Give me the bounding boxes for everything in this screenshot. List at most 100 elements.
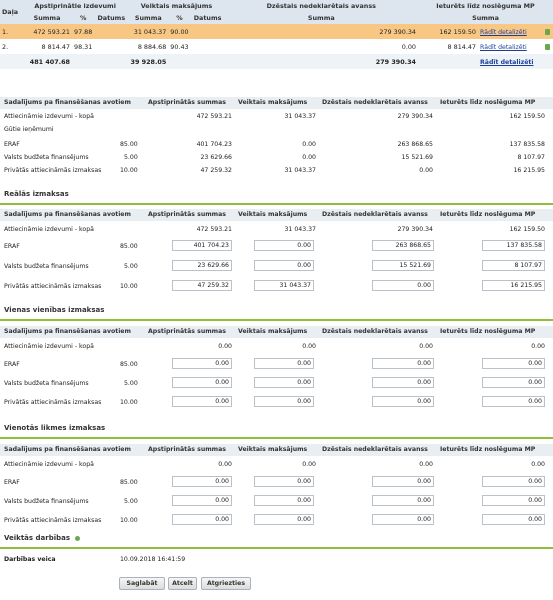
- header-apstip: Apstiprinātās summas: [148, 211, 226, 218]
- header-ieturets: Ieturēts līdz noslēguma MP: [440, 99, 536, 106]
- save-button[interactable]: Saglabāt: [119, 577, 165, 590]
- show-details-link[interactable]: Rādīt detalizēti: [480, 43, 527, 51]
- edit-icon[interactable]: [544, 28, 550, 35]
- header-ieturets: Ieturēts līdz noslēguma MP: [440, 328, 536, 335]
- amount-input[interactable]: 137 835.58: [482, 240, 545, 251]
- amount-input[interactable]: 31 043.37: [254, 280, 314, 291]
- section-title: Reālās izmaksas: [4, 190, 69, 198]
- col-ieturets: Ieturēts līdz noslēguma MP: [436, 2, 535, 10]
- value: 31 043.37: [284, 226, 317, 233]
- amount-input[interactable]: 15 521.69: [372, 260, 434, 271]
- amount-input[interactable]: 0.00: [254, 358, 314, 369]
- label-gutie: Gūtie ieņēmumi: [4, 126, 54, 133]
- row-apst: 8 814.47: [41, 42, 70, 51]
- amount-input[interactable]: 0.00: [372, 476, 434, 487]
- label-attiec: Attiecināmie izdevumi - kopā: [4, 343, 94, 350]
- amount-input[interactable]: 0.00: [372, 495, 434, 506]
- row-apst: 472 593.21: [33, 27, 70, 36]
- amount-input[interactable]: 0.00: [254, 240, 314, 251]
- table-header: Sadalījums pa finansēšanas avotiem Apsti…: [0, 326, 553, 338]
- header-veiktais: Veiktais maksājums: [238, 211, 308, 218]
- label-valsts: Valsts budžeta finansējums: [4, 380, 89, 387]
- amount-input[interactable]: 0.00: [254, 377, 314, 388]
- info-icon[interactable]: [75, 535, 81, 541]
- amount-input[interactable]: 0.00: [482, 476, 545, 487]
- value: 0.00: [531, 461, 545, 468]
- amount-input[interactable]: 0.00: [482, 396, 545, 407]
- label-attiec: Attiecināmie izdevumi - kopā: [4, 226, 94, 233]
- section-title: Vienotās likmes izmaksas: [4, 424, 106, 432]
- sub-datums: Datums: [193, 14, 222, 22]
- row-dz: 279 390.34: [379, 27, 416, 36]
- section-title: Vienas vienības izmaksas: [4, 306, 105, 314]
- sub-summa: Summa: [134, 14, 162, 22]
- amount-input[interactable]: 0.00: [254, 476, 314, 487]
- row-dz: 0.00: [401, 42, 416, 51]
- amount-input[interactable]: 0.00: [482, 514, 545, 525]
- show-details-link[interactable]: Rādīt detalizēti: [480, 28, 527, 36]
- value: 31 043.37: [284, 113, 317, 120]
- edit-icon[interactable]: [544, 43, 550, 50]
- back-button[interactable]: Atgriezties: [201, 577, 251, 590]
- value: 0.00: [302, 343, 316, 350]
- value: 137 835.58: [509, 141, 545, 148]
- total-apst: 481 407.68: [29, 57, 70, 66]
- col-apstip: Apstiprinātie izdevumi: [34, 2, 116, 10]
- amount-input[interactable]: 401 704.23: [172, 240, 232, 251]
- amount-input[interactable]: 0.00: [372, 396, 434, 407]
- amount-input[interactable]: 8 107.97: [482, 260, 545, 271]
- pct: 85.00: [120, 243, 138, 250]
- header-veiktais: Veiktais maksājums: [238, 328, 308, 335]
- total-dz: 279 390.34: [375, 57, 416, 66]
- amount-input[interactable]: 47 259.32: [172, 280, 232, 291]
- amount-input[interactable]: 0.00: [482, 377, 545, 388]
- amount-input[interactable]: 0.00: [372, 377, 434, 388]
- amount-input[interactable]: 0.00: [482, 495, 545, 506]
- amount-input[interactable]: 0.00: [172, 476, 232, 487]
- amount-input[interactable]: 0.00: [372, 280, 434, 291]
- divider: [0, 437, 553, 439]
- value: 472 593.21: [196, 113, 232, 120]
- amount-input[interactable]: 0.00: [372, 514, 434, 525]
- amount-input[interactable]: 0.00: [372, 358, 434, 369]
- amount-input[interactable]: 0.00: [172, 514, 232, 525]
- row-pct: 97.88: [74, 27, 93, 36]
- cancel-button[interactable]: Atcelt: [168, 577, 197, 590]
- amount-input[interactable]: 0.00: [172, 495, 232, 506]
- value: 0.00: [302, 461, 316, 468]
- amount-input[interactable]: 0.00: [172, 377, 232, 388]
- header-dzestais: Dzēstais nedeklarētais avanss: [322, 328, 428, 335]
- amount-input[interactable]: 263 868.65: [372, 240, 434, 251]
- amount-input[interactable]: 0.00: [254, 260, 314, 271]
- value: 162 159.50: [509, 113, 545, 120]
- header-ieturets: Ieturēts līdz noslēguma MP: [440, 211, 536, 218]
- header-veiktais: Veiktais maksājums: [238, 99, 308, 106]
- value: 31 043.37: [284, 167, 317, 174]
- show-details-link[interactable]: Rādīt detalizēti: [480, 58, 534, 66]
- amount-input[interactable]: 0.00: [254, 396, 314, 407]
- col-veiktais: Veiktais maksājums: [140, 2, 213, 10]
- label-attiec: Attiecināmie izdevumi - kopā: [4, 461, 94, 468]
- amount-input[interactable]: 0.00: [254, 514, 314, 525]
- sub-summa: Summa: [307, 14, 335, 22]
- value: 263 868.65: [397, 141, 433, 148]
- value: 0.00: [531, 343, 545, 350]
- value: 8 107.97: [517, 154, 545, 161]
- header-apstip: Apstiprinātās summas: [148, 328, 226, 335]
- summary-table: Daļa Apstiprinātie izdevumi Veiktais mak…: [0, 0, 553, 69]
- sub-summa: Summa: [33, 14, 61, 22]
- label-priv: Privātās attiecināmās izmaksas: [4, 399, 102, 406]
- amount-input[interactable]: 16 215.95: [482, 280, 545, 291]
- value: 0.00: [419, 167, 433, 174]
- label-attiec: Attiecināmie izdevumi - kopā: [4, 113, 94, 120]
- pct: 10.00: [120, 167, 138, 174]
- amount-input[interactable]: 0.00: [172, 396, 232, 407]
- amount-input[interactable]: 23 629.66: [172, 260, 232, 271]
- amount-input[interactable]: 0.00: [254, 495, 314, 506]
- table-row[interactable]: 2. 8 814.47 98.31 8 884.68 90.43 0.00 8 …: [0, 39, 553, 54]
- amount-input[interactable]: 0.00: [172, 358, 232, 369]
- header-dzestais: Dzēstais nedeklarētais avanss: [322, 99, 428, 106]
- amount-input[interactable]: 0.00: [482, 358, 545, 369]
- table-row[interactable]: 1. 472 593.21 97.88 31 043.37 90.00 279 …: [0, 24, 553, 39]
- value: 15 521.69: [401, 154, 434, 161]
